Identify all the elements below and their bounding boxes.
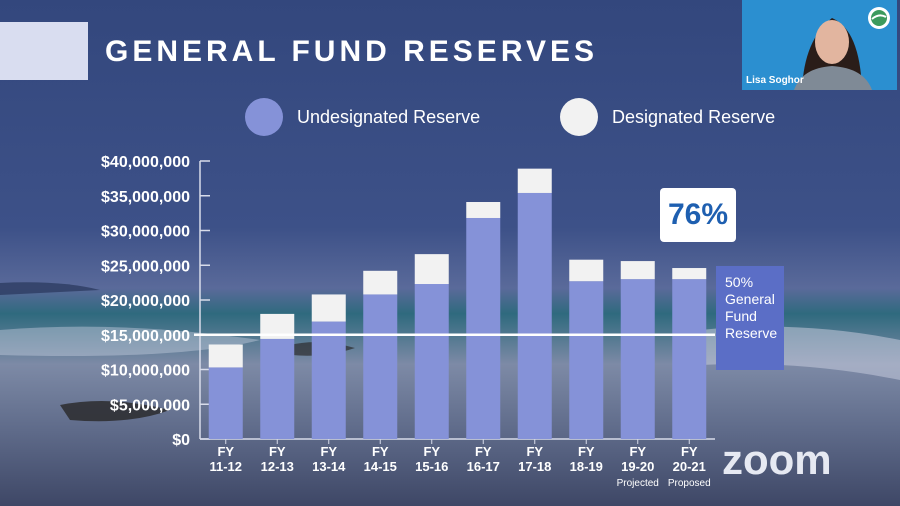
bar-undesignated [672, 279, 707, 439]
reserve-label-line: General [725, 291, 775, 307]
webcam-thumbnail[interactable]: Lisa Soghor [742, 0, 897, 90]
x-tick-label: 14-15 [364, 459, 397, 474]
x-tick-label: FY [475, 444, 492, 459]
bar-undesignated [620, 279, 655, 439]
x-tick-label: FY [629, 444, 646, 459]
zoom-watermark: zoom [722, 436, 832, 483]
x-tick-note: Projected [617, 478, 659, 489]
legend-swatch-designated [560, 98, 598, 136]
x-tick-label: 15-16 [415, 459, 448, 474]
bar-designated [672, 268, 707, 280]
bar-designated [466, 202, 501, 218]
x-tick-label: FY [423, 444, 440, 459]
bar-designated [414, 254, 449, 285]
x-tick-label: 13-14 [312, 459, 346, 474]
y-tick-label: $30,000,000 [101, 224, 190, 241]
reserve-label-line: Fund [725, 308, 757, 324]
y-tick-label: $40,000,000 [101, 154, 190, 171]
y-tick-label: $20,000,000 [101, 293, 190, 310]
bar-undesignated [466, 217, 501, 439]
reserve-line-label: 50% General Fund Reserve [716, 266, 784, 370]
highlight-percentage: 76% [660, 188, 736, 242]
y-tick-label: $5,000,000 [110, 397, 190, 414]
y-tick-label: $10,000,000 [101, 363, 190, 380]
y-tick-label: $35,000,000 [101, 189, 190, 206]
legend-item-designated: Designated Reserve [560, 97, 775, 137]
bar-designated [363, 270, 398, 295]
x-tick-label: 17-18 [518, 459, 551, 474]
bar-designated [517, 168, 552, 193]
bar-undesignated [363, 294, 398, 439]
bar-designated [208, 344, 243, 368]
x-tick-label: 18-19 [570, 459, 603, 474]
y-tick-label: $15,000,000 [101, 328, 190, 345]
x-tick-label: FY [269, 444, 286, 459]
y-tick-label: $0 [172, 432, 190, 449]
participant-name: Lisa Soghor [746, 75, 804, 86]
bar-designated [311, 294, 346, 322]
legend-swatch-undesignated [245, 98, 283, 136]
x-tick-label: FY [320, 444, 337, 459]
x-tick-label: 11-12 [209, 459, 242, 474]
slide-title: GENERAL FUND RESERVES [105, 35, 598, 68]
x-tick-label: FY [372, 444, 389, 459]
bar-undesignated [311, 321, 346, 439]
y-tick-label: $25,000,000 [101, 258, 190, 275]
x-tick-label: 20-21 [673, 459, 706, 474]
bar-undesignated [260, 338, 295, 439]
reserve-label-line: Reserve [725, 325, 778, 341]
x-tick-label: FY [578, 444, 595, 459]
x-tick-label: FY [681, 444, 698, 459]
x-tick-label: 19-20 [621, 459, 654, 474]
reserve-label-line: 50% [725, 274, 754, 290]
bar-undesignated [569, 281, 604, 439]
x-tick-label: FY [217, 444, 234, 459]
x-tick-label: FY [526, 444, 543, 459]
bar-designated [620, 261, 655, 280]
x-tick-label: 16-17 [467, 459, 500, 474]
globe-logo-icon [868, 7, 890, 29]
x-tick-label: 12-13 [261, 459, 294, 474]
legend-item-undesignated: Undesignated Reserve [245, 97, 480, 137]
bar-undesignated [414, 284, 449, 439]
bar-undesignated [208, 367, 243, 439]
bar-undesignated [517, 192, 552, 439]
title-accent-box [0, 22, 88, 80]
x-tick-note: Proposed [668, 478, 711, 489]
legend-label-undesignated: Undesignated Reserve [297, 106, 481, 127]
legend-label-designated: Designated Reserve [612, 106, 776, 127]
bar-designated [569, 259, 604, 282]
